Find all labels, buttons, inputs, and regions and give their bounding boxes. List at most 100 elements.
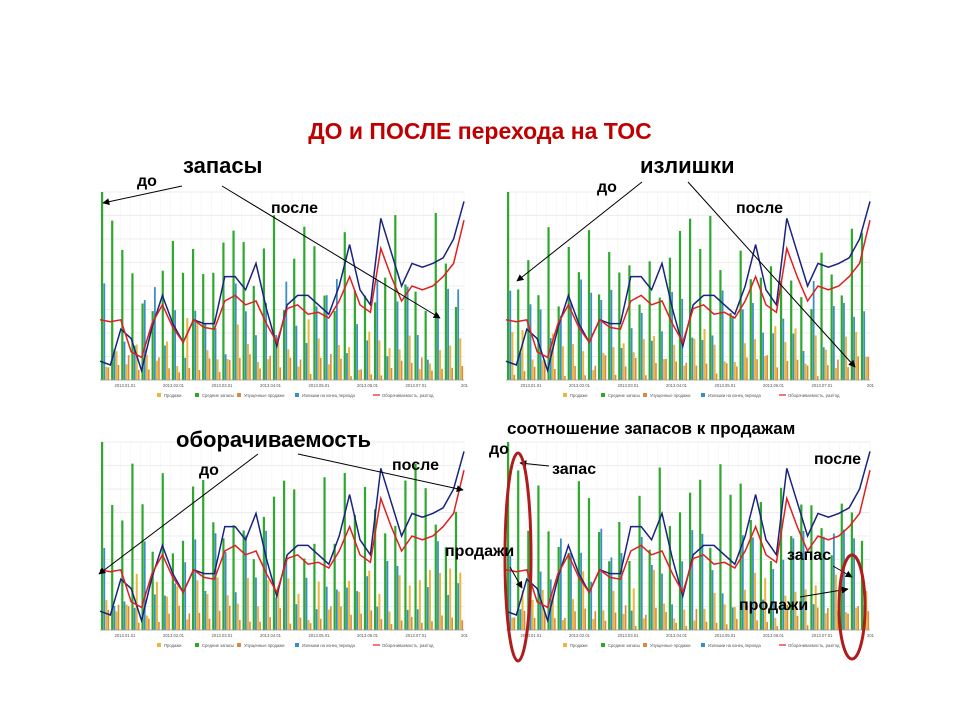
x-tick-label: 2013.02.01 [569,633,591,638]
x-tick-label: 2013.07.01 [406,633,428,638]
sales-bar [774,617,777,630]
sales-bar [186,318,189,380]
avg-stock-bar [689,218,692,380]
surplus-bar [752,303,754,380]
legend-swatch [701,643,705,647]
chart-grid [505,441,871,631]
avg-stock-bar [840,503,843,630]
legend-label: Оборачиваемость, раз/год [788,643,840,648]
stocks-chart: 2013.01.01 2013.02.01 2013.03.01 2013.04.01… [97,188,469,404]
turnover-line [505,470,871,609]
sales-bar [663,603,666,630]
lost-sales-bar [319,357,322,380]
avg-stock-bar [272,215,276,380]
surplus-bar [711,335,714,380]
avg-stock-bar [404,480,407,630]
avg-stock-bar [444,547,447,630]
lost-sales-bar [421,622,423,630]
lost-sales-bar [299,359,302,380]
ratio-before-label: до [489,441,509,458]
lost-sales-bar [513,617,516,630]
surplus-bar [437,541,439,630]
chart-legend: Продажи Средние запасы Упущенные продажи Из… [157,643,434,648]
avg-stock-bar [587,498,591,630]
surplus-bar [153,594,156,630]
legend-label: Упущенные продажи [244,643,285,648]
lost-sales-bar [746,605,748,630]
lost-sales-bar [786,361,789,380]
avg-stock-bar [648,261,651,380]
chart-legend: Продажи Средние запасы Упущенные продажи Из… [563,393,840,398]
avg-stock-bar [587,230,591,380]
avg-stock-bar [678,230,682,380]
lost-sales-bar [847,613,849,630]
lost-sales-bar [117,604,120,630]
avg-stock-bar [151,311,154,380]
surplus-bar [762,332,764,380]
sales-bar [358,369,361,380]
sales-bar [632,352,635,380]
x-tick-label: 201 [867,633,875,638]
lost-sales-bar [867,611,870,630]
stock-to-sales-chart-svg: 2013.01.01 2013.02.01 2013.03.01 2013.04.01… [505,441,875,648]
avg-stock-bar [507,442,510,630]
surplus-bar [255,335,257,380]
avg-stock-bar [192,486,195,630]
avg-stock-bar [414,463,417,630]
surplus-bar [661,331,663,380]
avg-stock-bar [262,516,265,630]
surplus-bar [406,286,409,380]
surplus-bar [426,587,429,630]
avg-stock-bar [252,285,255,380]
legend-swatch [701,393,705,397]
sales-bar [267,359,270,380]
surplus-before-label: до [597,179,617,196]
sales-bar [834,574,837,630]
legend-label: Оборачиваемость, раз/год [788,393,840,398]
surplus-bar [143,541,146,630]
sales-bar [408,335,411,380]
lost-sales-bar [239,357,241,380]
sales-bar [125,604,128,630]
lost-sales-bar [816,376,819,380]
surplus-bar [396,565,399,630]
sales-bar [287,349,290,380]
sales-bar [642,618,645,630]
sales-bar [592,370,595,380]
lost-sales-bar [198,612,201,630]
avg-stock-bar [860,540,864,630]
stocks-chart-svg: 2013.01.01 2013.02.01 2013.03.01 2013.04.01… [99,191,469,398]
avg-stock-bar [181,540,185,630]
sales-bar [834,368,837,380]
lost-sales-bar [645,614,647,630]
sales-bar [297,593,300,630]
sales-bar [764,355,767,380]
lost-sales-bar [360,613,362,630]
surplus-bar [559,315,562,380]
lost-sales-bar [400,620,403,630]
surplus-bar [396,301,399,380]
lost-sales-bar [259,621,261,630]
lost-sales-bar [665,612,667,630]
sales-bar [297,366,300,380]
surplus-after-label: после [736,200,783,217]
surplus-bar [123,341,126,380]
legend-swatch [295,643,299,647]
avg-stock-bar [121,249,124,380]
sales-bar [125,364,128,380]
lost-sales-bar [665,358,667,380]
surplus-bar [600,300,603,380]
surplus-bar [701,339,704,380]
avg-stock-bar [527,260,530,380]
surplus-bar [346,587,348,630]
lost-sales-bar [410,616,413,630]
x-tick-labels: 2013.01.01 2013.02.01 2013.03.01 2013.04.01… [521,383,875,388]
sales-bar [531,599,534,630]
surplus-bar [285,281,288,380]
legend-label: Средние запасы [202,393,234,398]
surplus-bar [437,314,439,380]
avg-stock-bar [567,246,570,380]
avg-stock-bar [820,252,823,380]
lost-sales-bar [604,620,607,630]
surplus-bar [590,581,593,630]
